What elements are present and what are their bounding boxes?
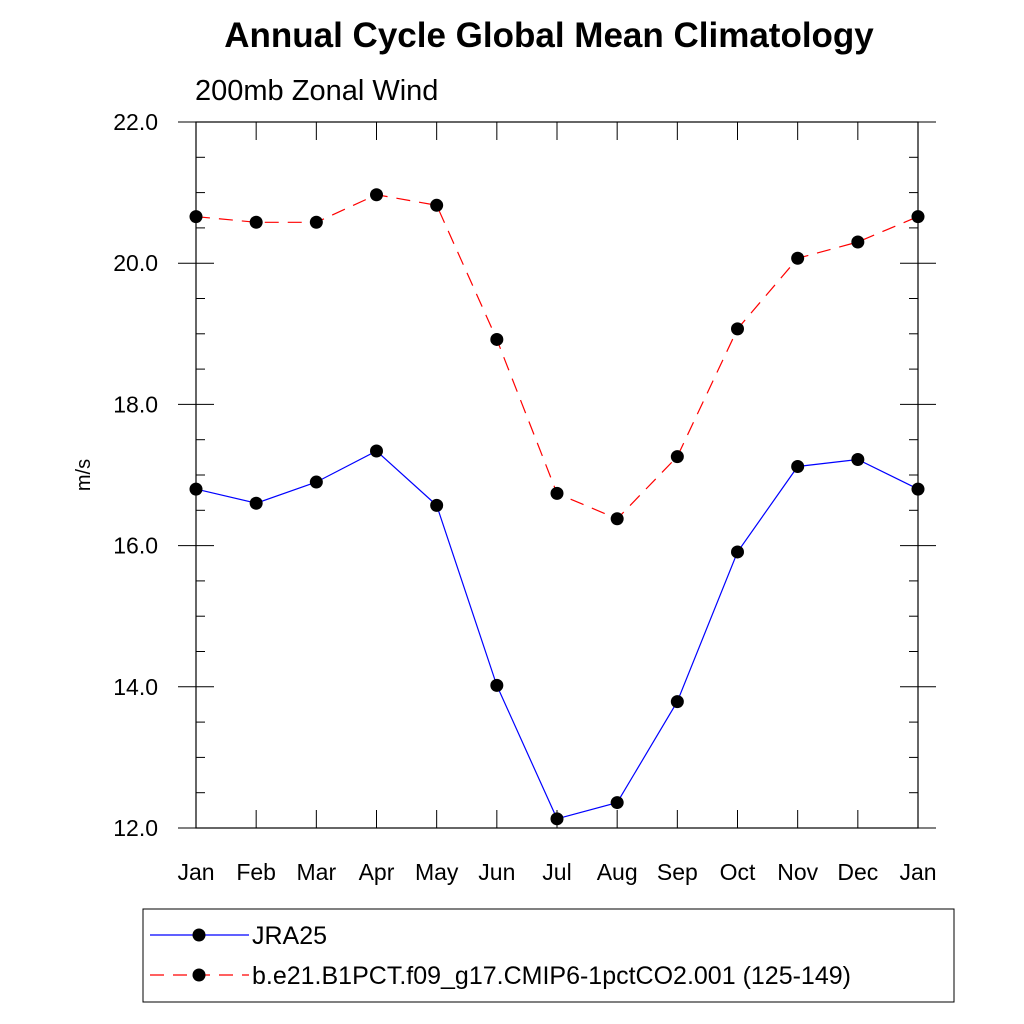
y-tick-label: 12.0 [113,815,158,841]
series-line-0 [195,450,919,820]
series-0-point [610,796,624,810]
series-0-point [309,475,323,489]
legend-label-0: JRA25 [252,922,327,950]
x-tick-label: Dec [837,859,878,885]
series-1-point [370,188,383,202]
series-1-point [791,251,805,265]
legend: JRA25 b.e21.B1PCT.f09_g17.CMIP6-1pctCO2.0… [150,922,851,990]
legend-label-1: b.e21.B1PCT.f09_g17.CMIP6-1pctCO2.001 (1… [252,962,851,990]
series-1-point [610,512,624,526]
series-0-point [490,678,504,692]
x-tick-label: Feb [236,859,276,885]
series-1-point [189,210,203,224]
series-0-point [851,452,865,466]
legend-marker-1 [192,968,206,982]
series-1-point [731,322,744,336]
series-0-point [249,496,263,510]
series-0-point [731,545,744,559]
legend-marker-0 [192,928,206,942]
y-tick-label: 14.0 [113,674,158,700]
chart-subtitle: 200mb Zonal Wind [195,75,438,107]
series-0-point [670,695,684,709]
series-1-point [309,215,323,229]
series-1-point [430,198,444,212]
x-tick-label: Nov [777,859,818,885]
x-tick-label: Jan [899,859,936,885]
x-tick-label: Jul [542,859,571,885]
y-axis-label: m/s [73,459,95,491]
series-1-point [490,332,504,346]
x-tick-label: Jun [478,859,515,885]
series-1-point [249,215,263,229]
y-tick-label: 16.0 [113,533,158,559]
series-0-point [550,812,564,826]
x-tick-label: Sep [657,859,698,885]
series-0-point [911,482,925,496]
series-0-point [430,498,444,512]
series-1-point [550,486,564,500]
x-tick-label: May [415,859,459,885]
series-0-point [189,482,203,496]
x-tick-label: Aug [597,859,638,885]
series-line-1 [195,194,919,520]
series-1-point [670,450,684,464]
chart-title: Annual Cycle Global Mean Climatology [224,16,874,55]
y-tick-label: 22.0 [113,109,158,135]
series-layer [189,188,925,826]
axis-ticks: 12.0 14.0 16.0 18.0 20.0 22.0 Jan Feb Mar Apr May J… [113,109,936,885]
series-1-point [851,235,865,249]
y-tick-label: 20.0 [113,250,158,276]
series-0-point [791,460,805,474]
x-tick-label: Oct [720,859,756,885]
plot-frame [195,121,919,829]
x-tick-label: Apr [359,859,395,885]
series-1-point [911,210,925,224]
y-tick-label: 18.0 [113,391,158,417]
legend-box [142,908,955,1003]
x-tick-label: Jan [177,859,214,885]
x-tick-label: Mar [297,859,337,885]
series-0-point [370,444,383,458]
